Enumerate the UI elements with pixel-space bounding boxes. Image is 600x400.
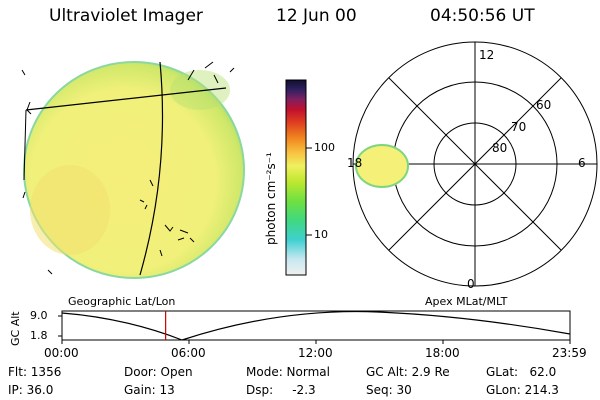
glat-value: GLat: 62.0 bbox=[486, 365, 557, 379]
ip-value: IP: 36.0 bbox=[8, 383, 54, 397]
mlt-label-18: 18 bbox=[347, 156, 363, 170]
altitude-timeline bbox=[58, 310, 571, 344]
colorbar-unit-label: photon cm⁻²s⁻¹ bbox=[264, 152, 278, 245]
x-tick-0000: 00:00 bbox=[44, 346, 79, 360]
uv-earth-image bbox=[21, 61, 245, 279]
mode-value: Mode: Normal bbox=[246, 365, 330, 379]
flight-number: Flt: 1356 bbox=[8, 365, 62, 379]
mlt-label-12: 12 bbox=[479, 48, 495, 62]
colorbar-tick-10: 10 bbox=[314, 228, 328, 241]
time-label: 04:50:56 UT bbox=[430, 6, 535, 26]
x-tick-1200: 12:00 bbox=[298, 346, 333, 360]
mlt-label-6: 6 bbox=[578, 156, 586, 170]
colorbar bbox=[285, 79, 312, 276]
mlt-label-0: 0 bbox=[467, 277, 475, 291]
y-tick-9: 9.0 bbox=[30, 309, 48, 322]
colorbar-tick-100: 100 bbox=[314, 141, 335, 154]
gc-alt-axis-label: GC Alt bbox=[9, 311, 22, 346]
auroral-oval-patch bbox=[355, 144, 409, 188]
x-tick-0600: 06:00 bbox=[171, 346, 206, 360]
polar-plot bbox=[352, 41, 598, 287]
x-tick-1800: 18:00 bbox=[425, 346, 460, 360]
y-tick-1-8: 1.8 bbox=[30, 329, 48, 342]
apex-mlat-mlt-label: Apex MLat/MLT bbox=[425, 295, 508, 308]
mlat-label-70: 70 bbox=[511, 120, 527, 134]
app-title: Ultraviolet Imager bbox=[49, 6, 203, 26]
x-tick-2359: 23:59 bbox=[552, 346, 587, 360]
geographic-latlon-label: Geographic Lat/Lon bbox=[68, 295, 176, 308]
date-label: 12 Jun 00 bbox=[276, 6, 357, 26]
dsp-value: Dsp: -2.3 bbox=[246, 383, 316, 397]
gc-alt-value: GC Alt: 2.9 Re bbox=[366, 365, 450, 379]
glon-value: GLon: 214.3 bbox=[486, 383, 559, 397]
mlat-label-60: 60 bbox=[536, 98, 552, 112]
mlat-label-80: 80 bbox=[492, 141, 508, 155]
seq-value: Seq: 30 bbox=[366, 383, 412, 397]
door-status: Door: Open bbox=[124, 365, 193, 379]
gain-value: Gain: 13 bbox=[124, 383, 175, 397]
